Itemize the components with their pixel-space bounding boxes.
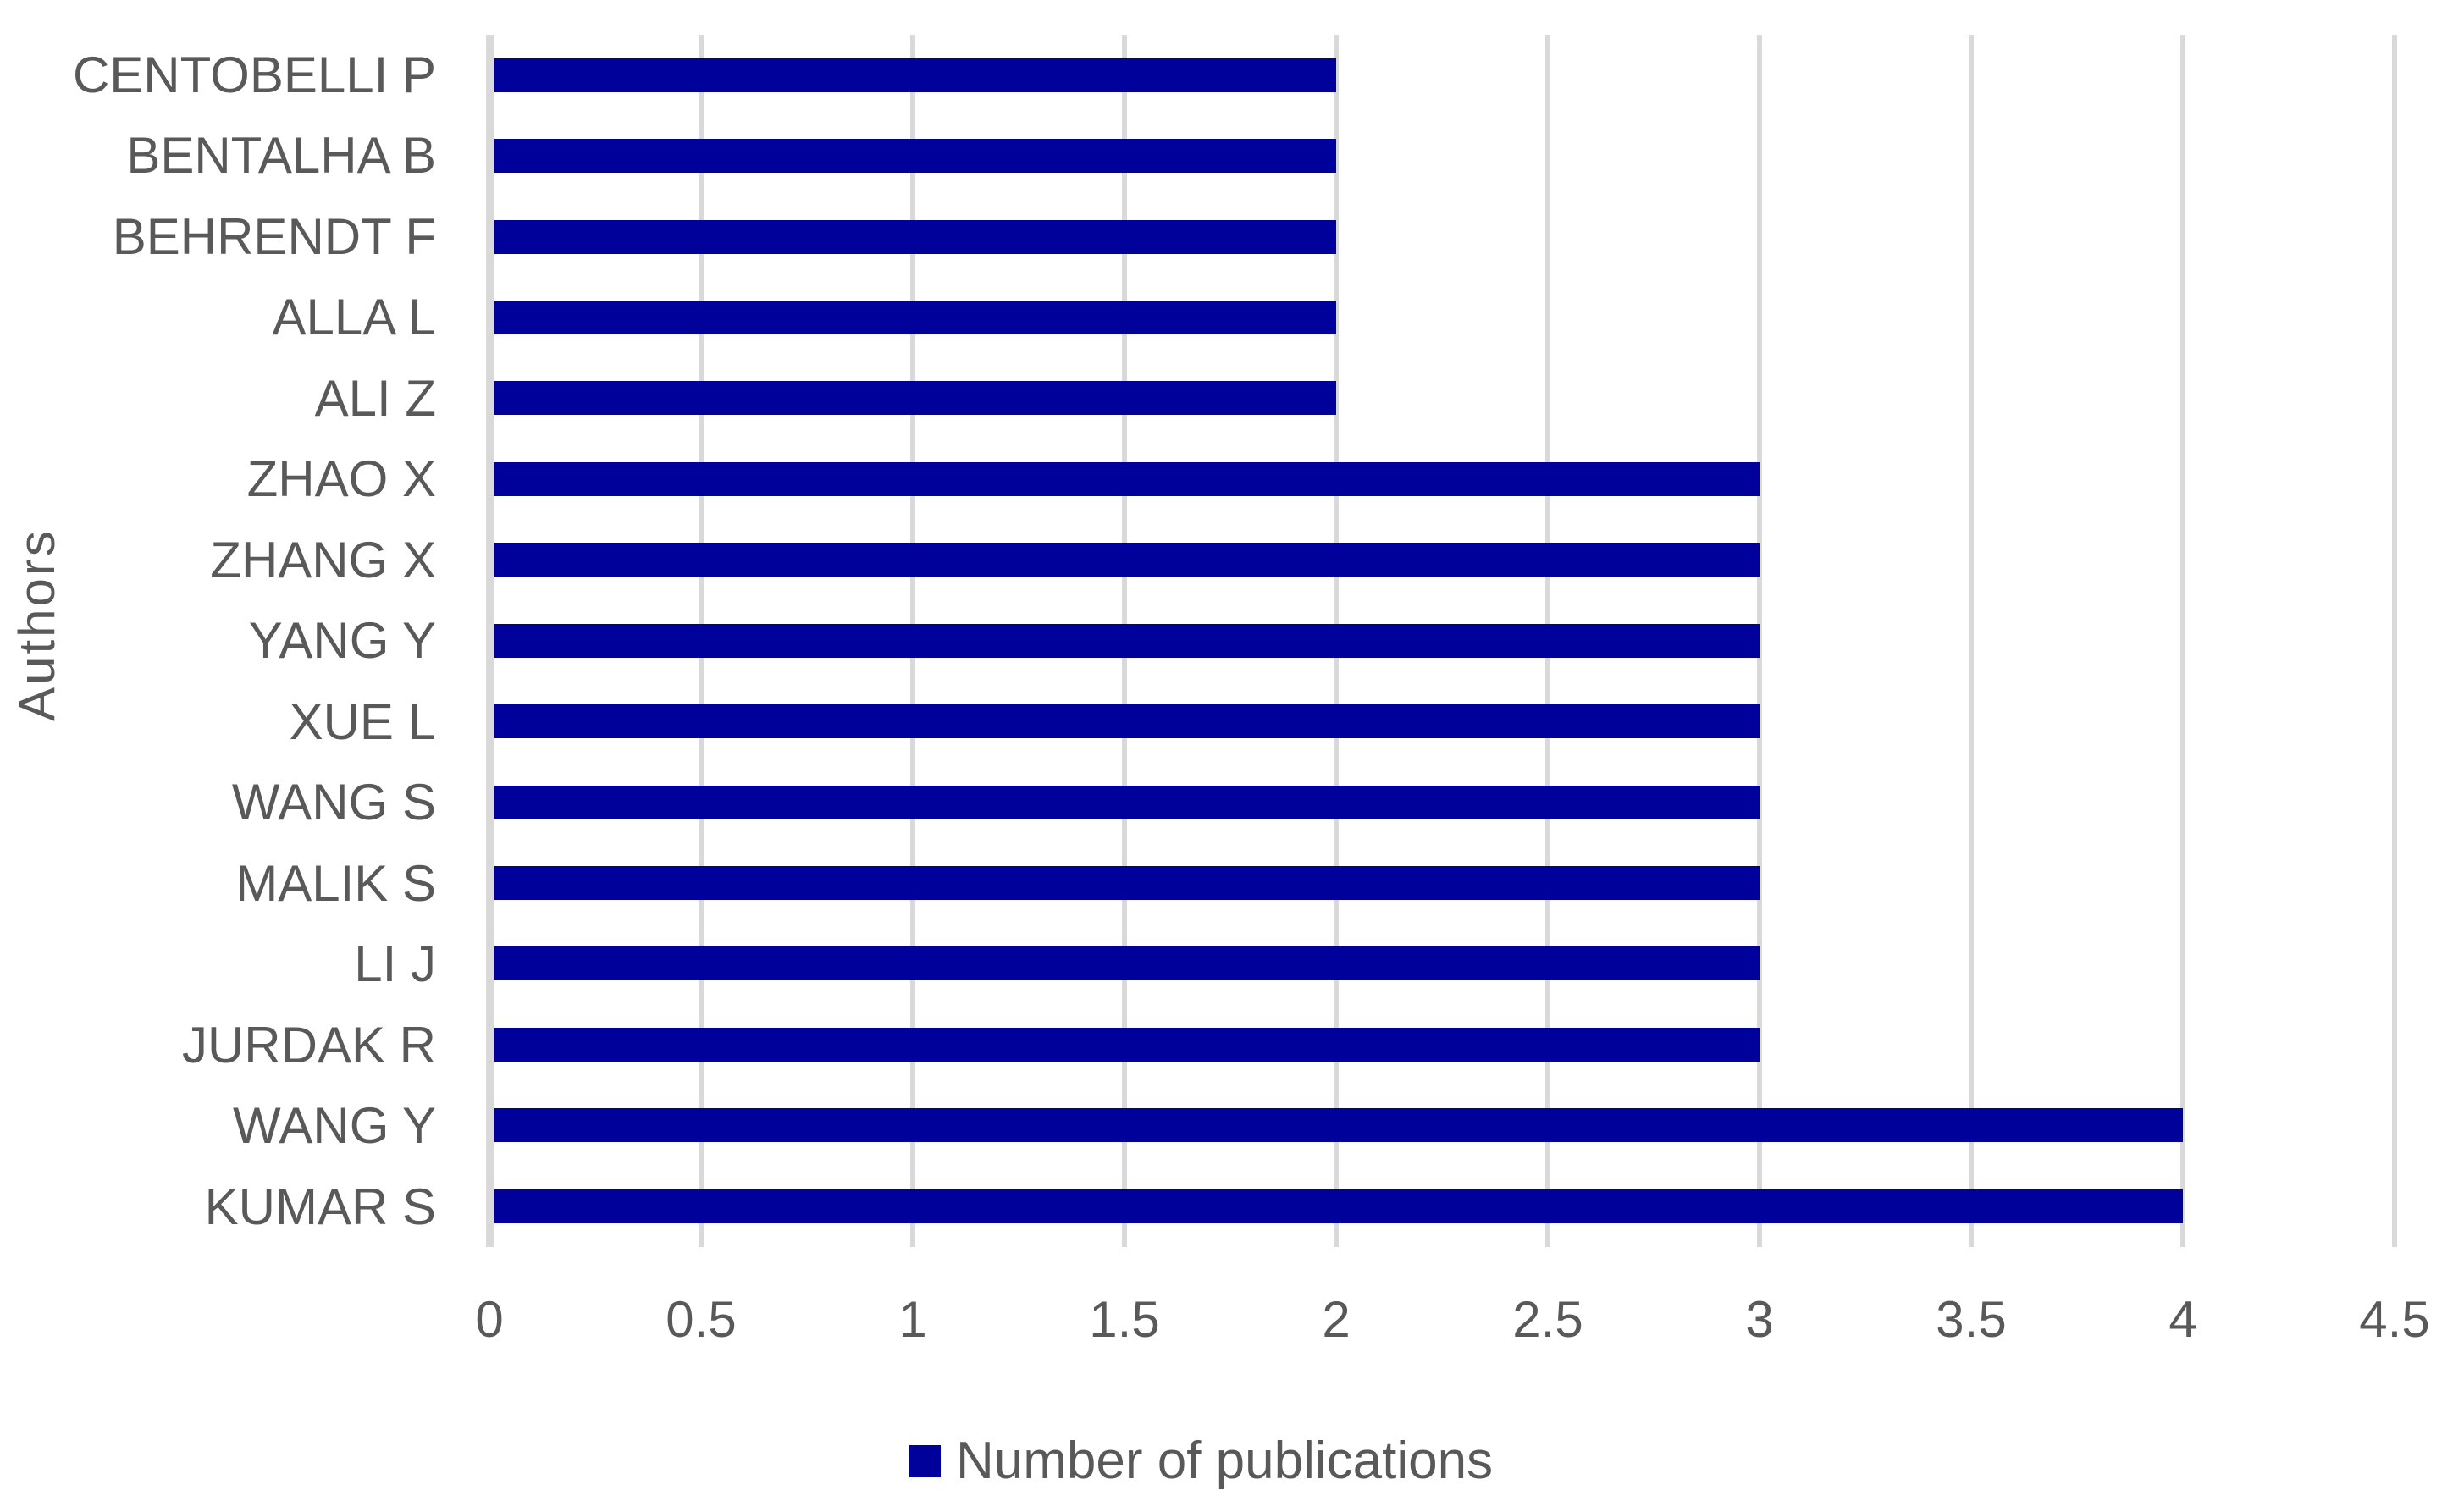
category-label: MALIK S	[235, 855, 436, 912]
category-label: LI J	[354, 935, 436, 992]
legend: Number of publications	[909, 1431, 1493, 1491]
gridline	[1757, 35, 1762, 1247]
x-tick-label: 1.5	[1089, 1291, 1160, 1348]
category-label: JURDAK R	[181, 1017, 436, 1073]
bar	[494, 624, 1760, 658]
x-tick-label: 1	[898, 1291, 927, 1348]
category-label: WANG Y	[232, 1097, 436, 1154]
x-tick-label: 0	[475, 1291, 504, 1348]
bar	[494, 1028, 1760, 1062]
x-tick-label: 2	[1322, 1291, 1351, 1348]
x-tick-label: 2.5	[1512, 1291, 1583, 1348]
bar	[494, 704, 1760, 738]
bar	[494, 301, 1336, 334]
bar	[494, 866, 1760, 900]
x-tick-label: 4	[2168, 1291, 2197, 1348]
x-tick-label: 3.5	[1936, 1291, 2007, 1348]
y-axis-line	[486, 35, 494, 1247]
category-label: ZHANG X	[210, 532, 436, 588]
category-label: WANG S	[231, 774, 436, 830]
bar	[494, 58, 1336, 92]
category-label: YANG Y	[248, 612, 436, 669]
gridline	[2180, 35, 2185, 1247]
bar	[494, 946, 1760, 980]
legend-marker-icon	[909, 1444, 941, 1477]
x-tick-label: 0.5	[666, 1291, 737, 1348]
x-tick-label: 3	[1745, 1291, 1774, 1348]
bar	[494, 220, 1336, 254]
category-label: CENTOBELLI P	[72, 47, 436, 103]
bar	[494, 1108, 2183, 1142]
gridline	[2392, 35, 2397, 1247]
category-label: ZHAO X	[246, 450, 436, 507]
category-label: BENTALHA B	[126, 127, 436, 184]
legend-label: Number of publications	[956, 1432, 1494, 1490]
bar	[494, 381, 1336, 415]
bar	[494, 543, 1760, 577]
category-label: KUMAR S	[204, 1178, 436, 1235]
bar	[494, 462, 1760, 496]
bar	[494, 1189, 2183, 1223]
bar	[494, 139, 1336, 173]
bar	[494, 786, 1760, 819]
category-label: ALLA L	[272, 289, 436, 345]
category-label: XUE L	[289, 693, 436, 750]
category-label: ALI Z	[314, 370, 436, 427]
gridline	[1969, 35, 1974, 1247]
category-label: BEHRENDT F	[112, 208, 436, 265]
x-tick-label: 4.5	[2359, 1291, 2430, 1348]
